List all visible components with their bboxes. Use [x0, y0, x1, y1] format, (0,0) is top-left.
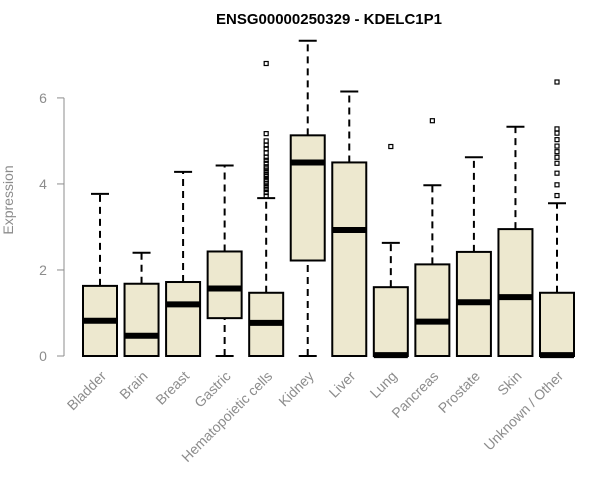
box-gastric [206, 164, 243, 357]
outlier-point [429, 118, 435, 124]
outlier-point [554, 137, 560, 143]
outlier-point [263, 138, 269, 144]
outlier-point [263, 60, 269, 67]
x-tick-label: Breast [152, 368, 192, 408]
outlier-point [554, 170, 560, 176]
outlier-point [263, 150, 269, 156]
boxes-group [82, 39, 575, 359]
box-lung [372, 143, 409, 359]
y-tick-label: 2 [39, 262, 47, 278]
outlier-point [263, 157, 269, 163]
outlier-point [554, 182, 560, 188]
x-tick-label: Brain [116, 368, 150, 402]
box-liver [331, 90, 368, 357]
box-skin [497, 125, 534, 357]
box-iqr [372, 286, 409, 357]
box-iqr [414, 263, 451, 358]
box-unknown-other [539, 79, 575, 359]
x-tick-label: Lung [367, 368, 400, 401]
box-hematopoietic-cells [248, 60, 285, 358]
outlier-point [554, 192, 560, 199]
outlier-point [263, 160, 269, 166]
outlier-point [263, 184, 269, 190]
x-tick-label: Prostate [435, 368, 483, 416]
box-bladder [82, 192, 118, 357]
x-tick-label: Bladder [64, 368, 110, 414]
chart-title: ENSG00000250329 - KDELC1P1 [216, 11, 442, 28]
box-iqr [331, 161, 368, 357]
outlier-point [554, 149, 560, 155]
outlier-point [263, 177, 269, 183]
box-iqr [497, 228, 534, 357]
box-iqr [289, 134, 326, 262]
outlier-point [263, 189, 269, 196]
y-axis-label: Expression [0, 165, 16, 234]
box-brain [123, 251, 160, 358]
outlier-point [554, 154, 560, 160]
box-iqr [123, 282, 160, 358]
x-tick-label: Skin [494, 368, 525, 399]
x-tick-label: Unknown / Other [481, 368, 567, 454]
x-tick-label: Liver [326, 368, 359, 401]
x-tick-label: Kidney [275, 368, 317, 410]
y-axis-ticks: 0 2 4 6 [39, 90, 64, 364]
outlier-point [554, 79, 560, 85]
outlier-point [554, 126, 560, 132]
outlier-point [554, 160, 560, 166]
box-iqr [165, 281, 202, 358]
box-kidney [289, 39, 326, 357]
box-iqr [206, 250, 243, 320]
y-tick-label: 6 [39, 90, 47, 106]
y-tick-label: 0 [39, 348, 47, 364]
outlier-point [263, 131, 269, 137]
outlier-point [554, 143, 560, 149]
y-tick-label: 4 [39, 176, 47, 192]
box-prostate [455, 156, 492, 357]
outlier-point [388, 143, 394, 150]
outlier-point [263, 169, 269, 175]
outlier-point [554, 130, 560, 136]
box-pancreas [414, 118, 451, 358]
box-breast [165, 170, 202, 358]
box-iqr [539, 291, 575, 358]
